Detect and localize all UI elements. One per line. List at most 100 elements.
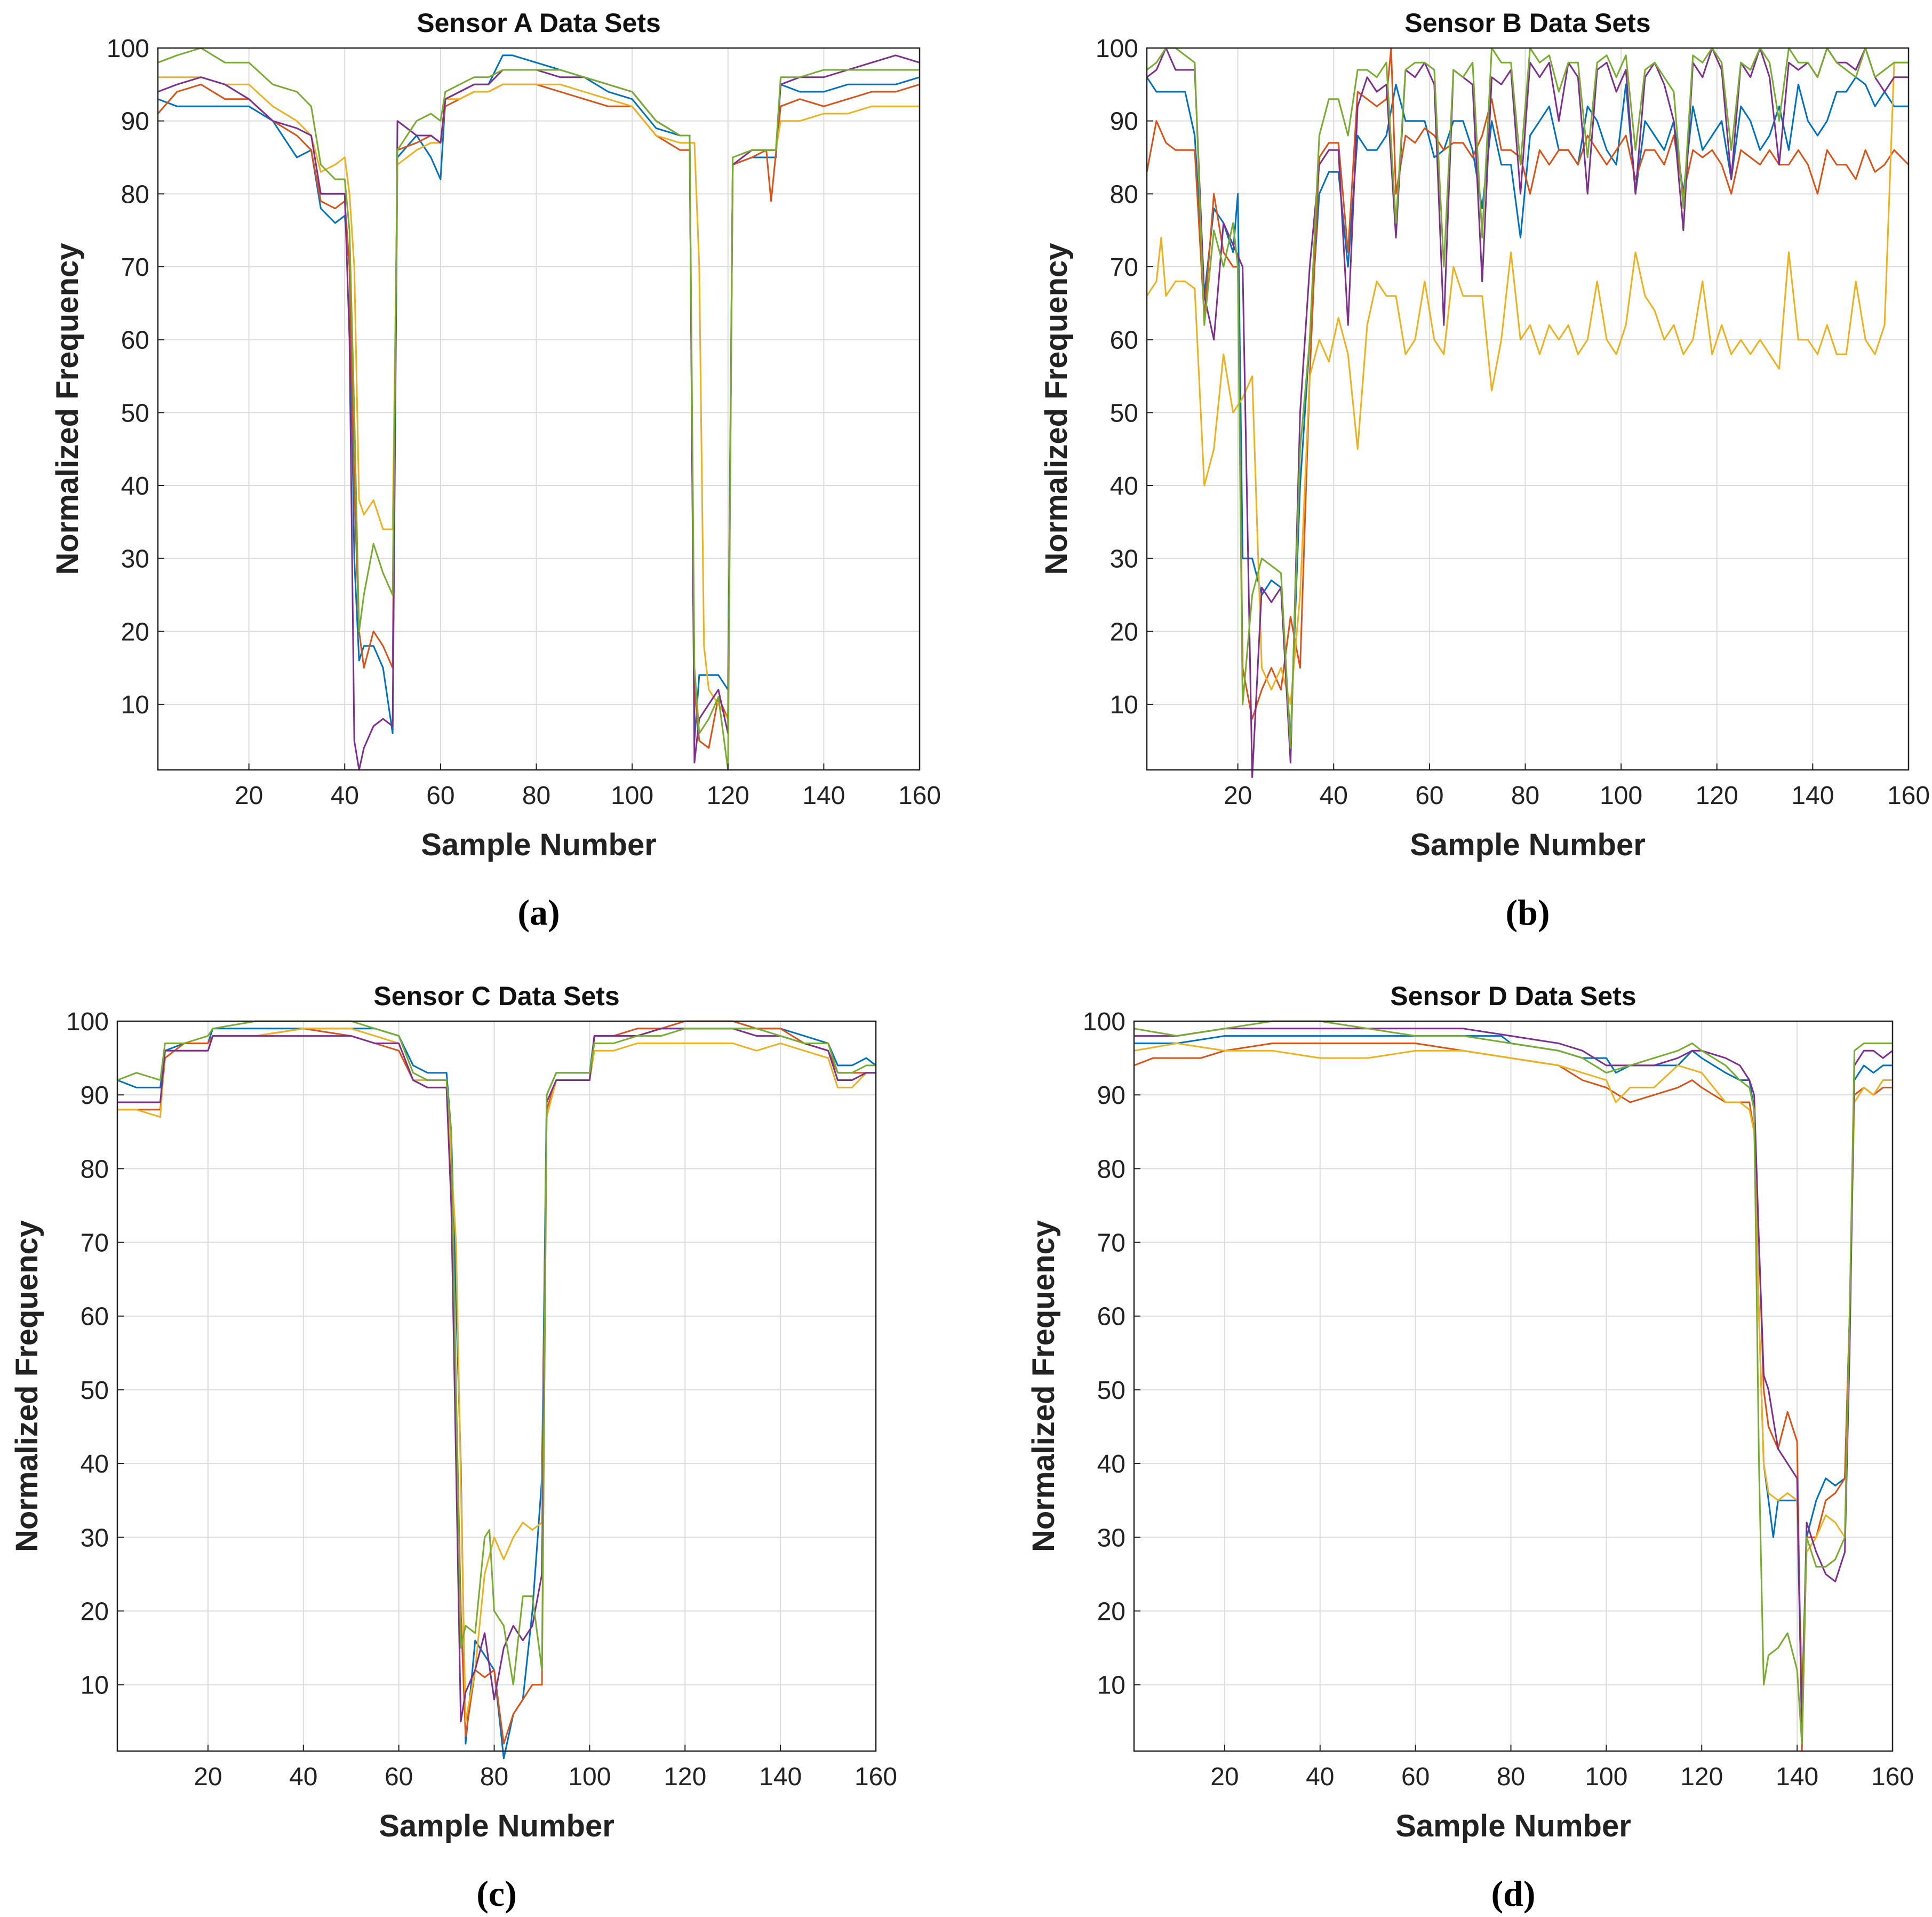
y-tick-label-b-10: 10 — [1110, 691, 1138, 719]
x-tick-label-a-160: 160 — [898, 782, 941, 810]
chart-panel-d: 20 40 60 80 100 120 140 160 10 20 30 40 50 60 70 80 90 10… — [1026, 981, 1914, 1914]
y-tick-label-a-90: 90 — [121, 108, 149, 136]
plot-area-c — [117, 1021, 876, 1751]
x-axis-label-c: Sample Number — [379, 1809, 614, 1843]
y-tick-label-a-100: 100 — [107, 35, 149, 63]
y-tick-label-c-80: 80 — [81, 1155, 109, 1183]
x-tick-label-c-100: 100 — [568, 1763, 611, 1791]
panel-caption-c: (c) — [476, 1873, 516, 1914]
x-tick-label-c-40: 40 — [289, 1763, 317, 1791]
series-layer-d — [1133, 1020, 1893, 1752]
x-tick-label-d-20: 20 — [1210, 1763, 1239, 1791]
series-layer-a — [157, 47, 920, 771]
y-tick-label-a-70: 70 — [121, 253, 149, 282]
y-tick-label-d-100: 100 — [1083, 1008, 1125, 1036]
x-tick-label-b-100: 100 — [1600, 782, 1642, 810]
axes-frame-c — [116, 1020, 877, 1752]
series-layer-b — [1146, 47, 1910, 778]
x-tick-label-b-80: 80 — [1511, 782, 1539, 810]
x-tick-label-b-120: 120 — [1696, 782, 1738, 810]
axes-frame-d — [1133, 1020, 1894, 1752]
chart-title-c: Sensor C Data Sets — [373, 981, 619, 1011]
series-line-b-3 — [1146, 61, 1909, 705]
tick-labels-b: 20 40 60 80 100 120 140 160 10 20 30 40 50 60 70 80 90 10… — [1096, 35, 1930, 810]
panel-caption-a: (a) — [517, 892, 560, 933]
plot-area-a — [158, 48, 920, 770]
x-tick-label-c-160: 160 — [855, 1763, 897, 1791]
y-axis-label-d: Normalized Frequency — [1026, 1220, 1061, 1552]
tick-labels-d: 20 40 60 80 100 120 140 160 10 20 30 40 50 60 70 80 90 10… — [1083, 1008, 1914, 1791]
x-tick-label-a-60: 60 — [426, 782, 454, 810]
x-tick-label-a-100: 100 — [611, 782, 653, 810]
series-line-d-5 — [1133, 1020, 1893, 1745]
chart-panel-a: 20 40 60 80 100 120 140 160 10 20 30 40 50 60 70 80 90 10… — [50, 8, 941, 933]
x-axis-label-a: Sample Number — [421, 828, 657, 862]
x-tick-label-d-80: 80 — [1497, 1763, 1525, 1791]
grid-lines-b — [1147, 47, 1909, 770]
series-line-b-4 — [1146, 47, 1909, 778]
series-line-c-4 — [117, 1028, 876, 1723]
y-tick-label-a-50: 50 — [121, 399, 149, 427]
y-tick-label-b-40: 40 — [1110, 472, 1138, 500]
series-line-b-5 — [1146, 47, 1909, 749]
chart-title-d: Sensor D Data Sets — [1390, 981, 1636, 1011]
x-tick-label-c-20: 20 — [194, 1763, 222, 1791]
y-tick-label-c-10: 10 — [81, 1672, 109, 1700]
y-tick-label-b-100: 100 — [1096, 35, 1138, 63]
y-tick-label-b-60: 60 — [1110, 327, 1138, 355]
y-tick-label-a-20: 20 — [121, 618, 149, 646]
plot-area-d — [1134, 1021, 1893, 1751]
y-tick-label-b-50: 50 — [1110, 399, 1138, 427]
x-tick-label-d-100: 100 — [1585, 1763, 1627, 1791]
y-tick-label-d-70: 70 — [1097, 1229, 1125, 1258]
y-tick-label-b-70: 70 — [1110, 253, 1138, 282]
y-tick-label-d-90: 90 — [1097, 1081, 1125, 1110]
y-tick-label-c-30: 30 — [81, 1524, 109, 1552]
x-tick-label-d-60: 60 — [1401, 1763, 1430, 1791]
y-axis-label-b: Normalized Frequency — [1039, 243, 1074, 575]
x-tick-label-b-20: 20 — [1224, 782, 1252, 810]
x-tick-label-a-80: 80 — [522, 782, 550, 810]
y-tick-label-d-40: 40 — [1097, 1450, 1125, 1478]
series-line-c-3 — [117, 1028, 876, 1723]
series-line-d-4 — [1134, 1028, 1893, 1723]
y-tick-label-a-40: 40 — [121, 472, 149, 500]
x-tick-label-b-160: 160 — [1887, 782, 1930, 810]
x-tick-label-c-140: 140 — [759, 1763, 802, 1791]
panel-caption-b: (b) — [1505, 892, 1550, 933]
y-tick-label-b-80: 80 — [1110, 180, 1138, 209]
x-tick-label-c-60: 60 — [385, 1763, 413, 1791]
chart-panel-c: 20 40 60 80 100 120 140 160 10 20 30 40 50 60 70 80 90 10… — [10, 981, 897, 1914]
y-tick-label-c-60: 60 — [81, 1303, 109, 1331]
chart-title-b: Sensor B Data Sets — [1404, 8, 1650, 38]
x-tick-label-b-60: 60 — [1415, 782, 1443, 810]
x-tick-label-b-40: 40 — [1320, 782, 1348, 810]
x-tick-label-d-40: 40 — [1306, 1763, 1334, 1791]
y-tick-label-d-50: 50 — [1097, 1377, 1125, 1405]
x-tick-label-a-120: 120 — [707, 782, 749, 810]
y-tick-label-d-60: 60 — [1097, 1303, 1125, 1331]
y-tick-label-c-70: 70 — [81, 1229, 109, 1258]
y-tick-label-d-30: 30 — [1097, 1524, 1125, 1552]
panel-caption-d: (d) — [1491, 1873, 1535, 1914]
y-tick-label-a-30: 30 — [121, 545, 149, 574]
x-tick-label-c-80: 80 — [480, 1763, 508, 1791]
y-tick-label-b-90: 90 — [1110, 108, 1138, 136]
axes-frame-a — [157, 47, 921, 771]
x-tick-label-a-40: 40 — [331, 782, 359, 810]
x-tick-label-a-20: 20 — [235, 782, 263, 810]
y-tick-label-b-20: 20 — [1110, 618, 1138, 646]
y-tick-label-b-30: 30 — [1110, 545, 1138, 574]
chart-panel-b: 20 40 60 80 100 120 140 160 10 20 30 40 50 60 70 80 90 10… — [1039, 8, 1930, 933]
y-tick-label-a-80: 80 — [121, 180, 149, 209]
tick-labels-a: 20 40 60 80 100 120 140 160 10 20 30 40 50 60 70 80 90 10… — [107, 35, 941, 810]
chart-title-a: Sensor A Data Sets — [417, 8, 661, 38]
y-tick-label-d-20: 20 — [1097, 1597, 1125, 1626]
x-axis-label-b: Sample Number — [1410, 828, 1646, 862]
y-tick-label-c-40: 40 — [81, 1450, 109, 1478]
y-tick-label-d-80: 80 — [1097, 1155, 1125, 1183]
x-tick-label-d-120: 120 — [1680, 1763, 1723, 1791]
y-axis-label-c: Normalized Frequency — [10, 1220, 44, 1552]
